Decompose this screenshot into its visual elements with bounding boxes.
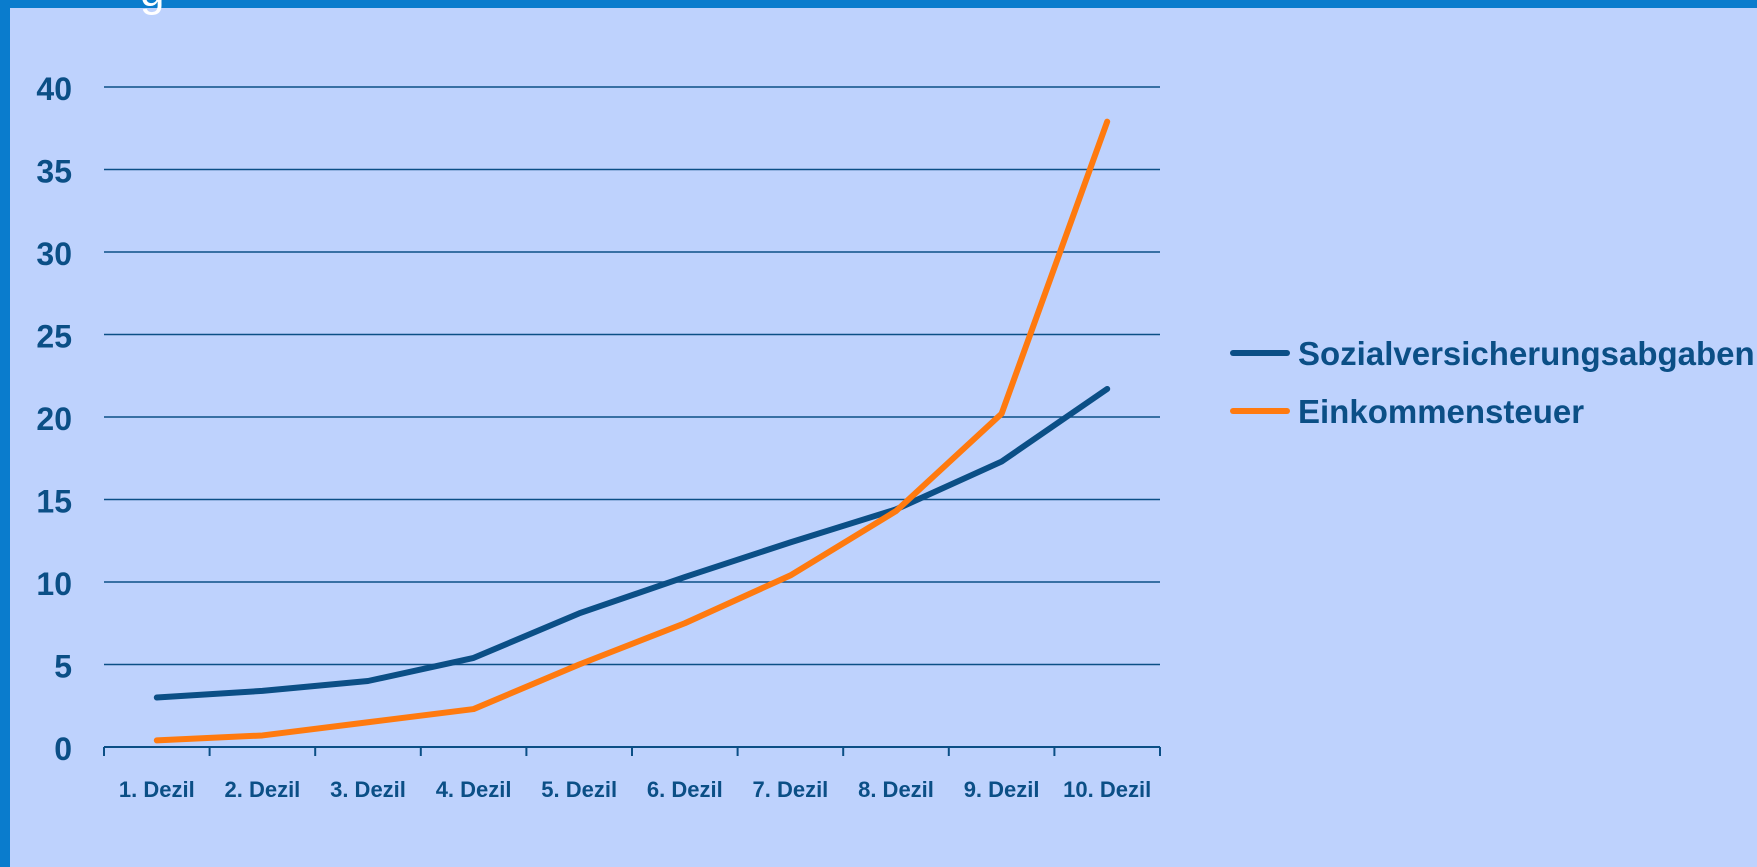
data-point bbox=[893, 508, 899, 514]
series-lines bbox=[153, 118, 1111, 744]
x-tick-label: 1. Dezil bbox=[119, 777, 195, 802]
x-tick-label: 9. Dezil bbox=[964, 777, 1040, 802]
y-tick-label: 40 bbox=[36, 71, 72, 107]
legend: Sozialversicherungsabgaben Einkommensteue… bbox=[1230, 335, 1755, 430]
y-tick-label: 20 bbox=[36, 401, 72, 437]
data-point bbox=[365, 719, 371, 725]
data-point bbox=[471, 655, 477, 661]
y-axis-labels: 0 5 10 15 20 25 30 35 40 bbox=[36, 71, 72, 767]
x-tick-label: 10. Dezil bbox=[1063, 777, 1151, 802]
x-tick-label: 8. Dezil bbox=[858, 777, 934, 802]
data-point bbox=[259, 732, 265, 738]
data-point bbox=[154, 737, 160, 743]
series-line-1 bbox=[153, 385, 1111, 701]
data-point bbox=[154, 695, 160, 700]
data-point bbox=[365, 678, 371, 684]
y-tick-label: 10 bbox=[36, 566, 72, 602]
data-point bbox=[682, 620, 688, 626]
data-point bbox=[576, 610, 582, 616]
y-tick-label: 5 bbox=[54, 649, 72, 685]
cropped-title-fragment: g bbox=[140, 0, 164, 14]
y-tick-label: 35 bbox=[36, 154, 72, 190]
data-point bbox=[259, 688, 265, 694]
data-point bbox=[787, 539, 793, 545]
y-tick-label: 30 bbox=[36, 236, 72, 272]
legend-label: Sozialversicherungsabgaben bbox=[1298, 335, 1755, 372]
y-tick-label: 0 bbox=[54, 731, 72, 767]
data-point bbox=[576, 662, 582, 667]
data-point bbox=[1104, 119, 1110, 125]
x-tick-label: 6. Dezil bbox=[647, 777, 723, 802]
y-tick-label: 15 bbox=[36, 484, 72, 520]
data-point bbox=[682, 574, 688, 580]
data-point bbox=[471, 706, 477, 712]
x-tick-label: 5. Dezil bbox=[541, 777, 617, 802]
x-tick-label: 3. Dezil bbox=[330, 777, 406, 802]
x-axis bbox=[103, 746, 1161, 756]
x-tick-label: 2. Dezil bbox=[224, 777, 300, 802]
data-point bbox=[999, 459, 1005, 465]
data-point bbox=[787, 572, 793, 578]
y-tick-label: 25 bbox=[36, 319, 72, 355]
x-tick-label: 4. Dezil bbox=[436, 777, 512, 802]
data-point bbox=[1104, 386, 1110, 392]
x-tick-label: 7. Dezil bbox=[752, 777, 828, 802]
grid-lines bbox=[104, 86, 1160, 666]
x-axis-labels: 1. Dezil 2. Dezil 3. Dezil 4. Dezil 5. Dezil… bbox=[119, 777, 1151, 802]
data-point bbox=[999, 411, 1005, 417]
chart-frame bbox=[10, 8, 1757, 867]
legend-label: Einkommensteuer bbox=[1298, 393, 1584, 430]
series-line-2 bbox=[153, 118, 1111, 744]
